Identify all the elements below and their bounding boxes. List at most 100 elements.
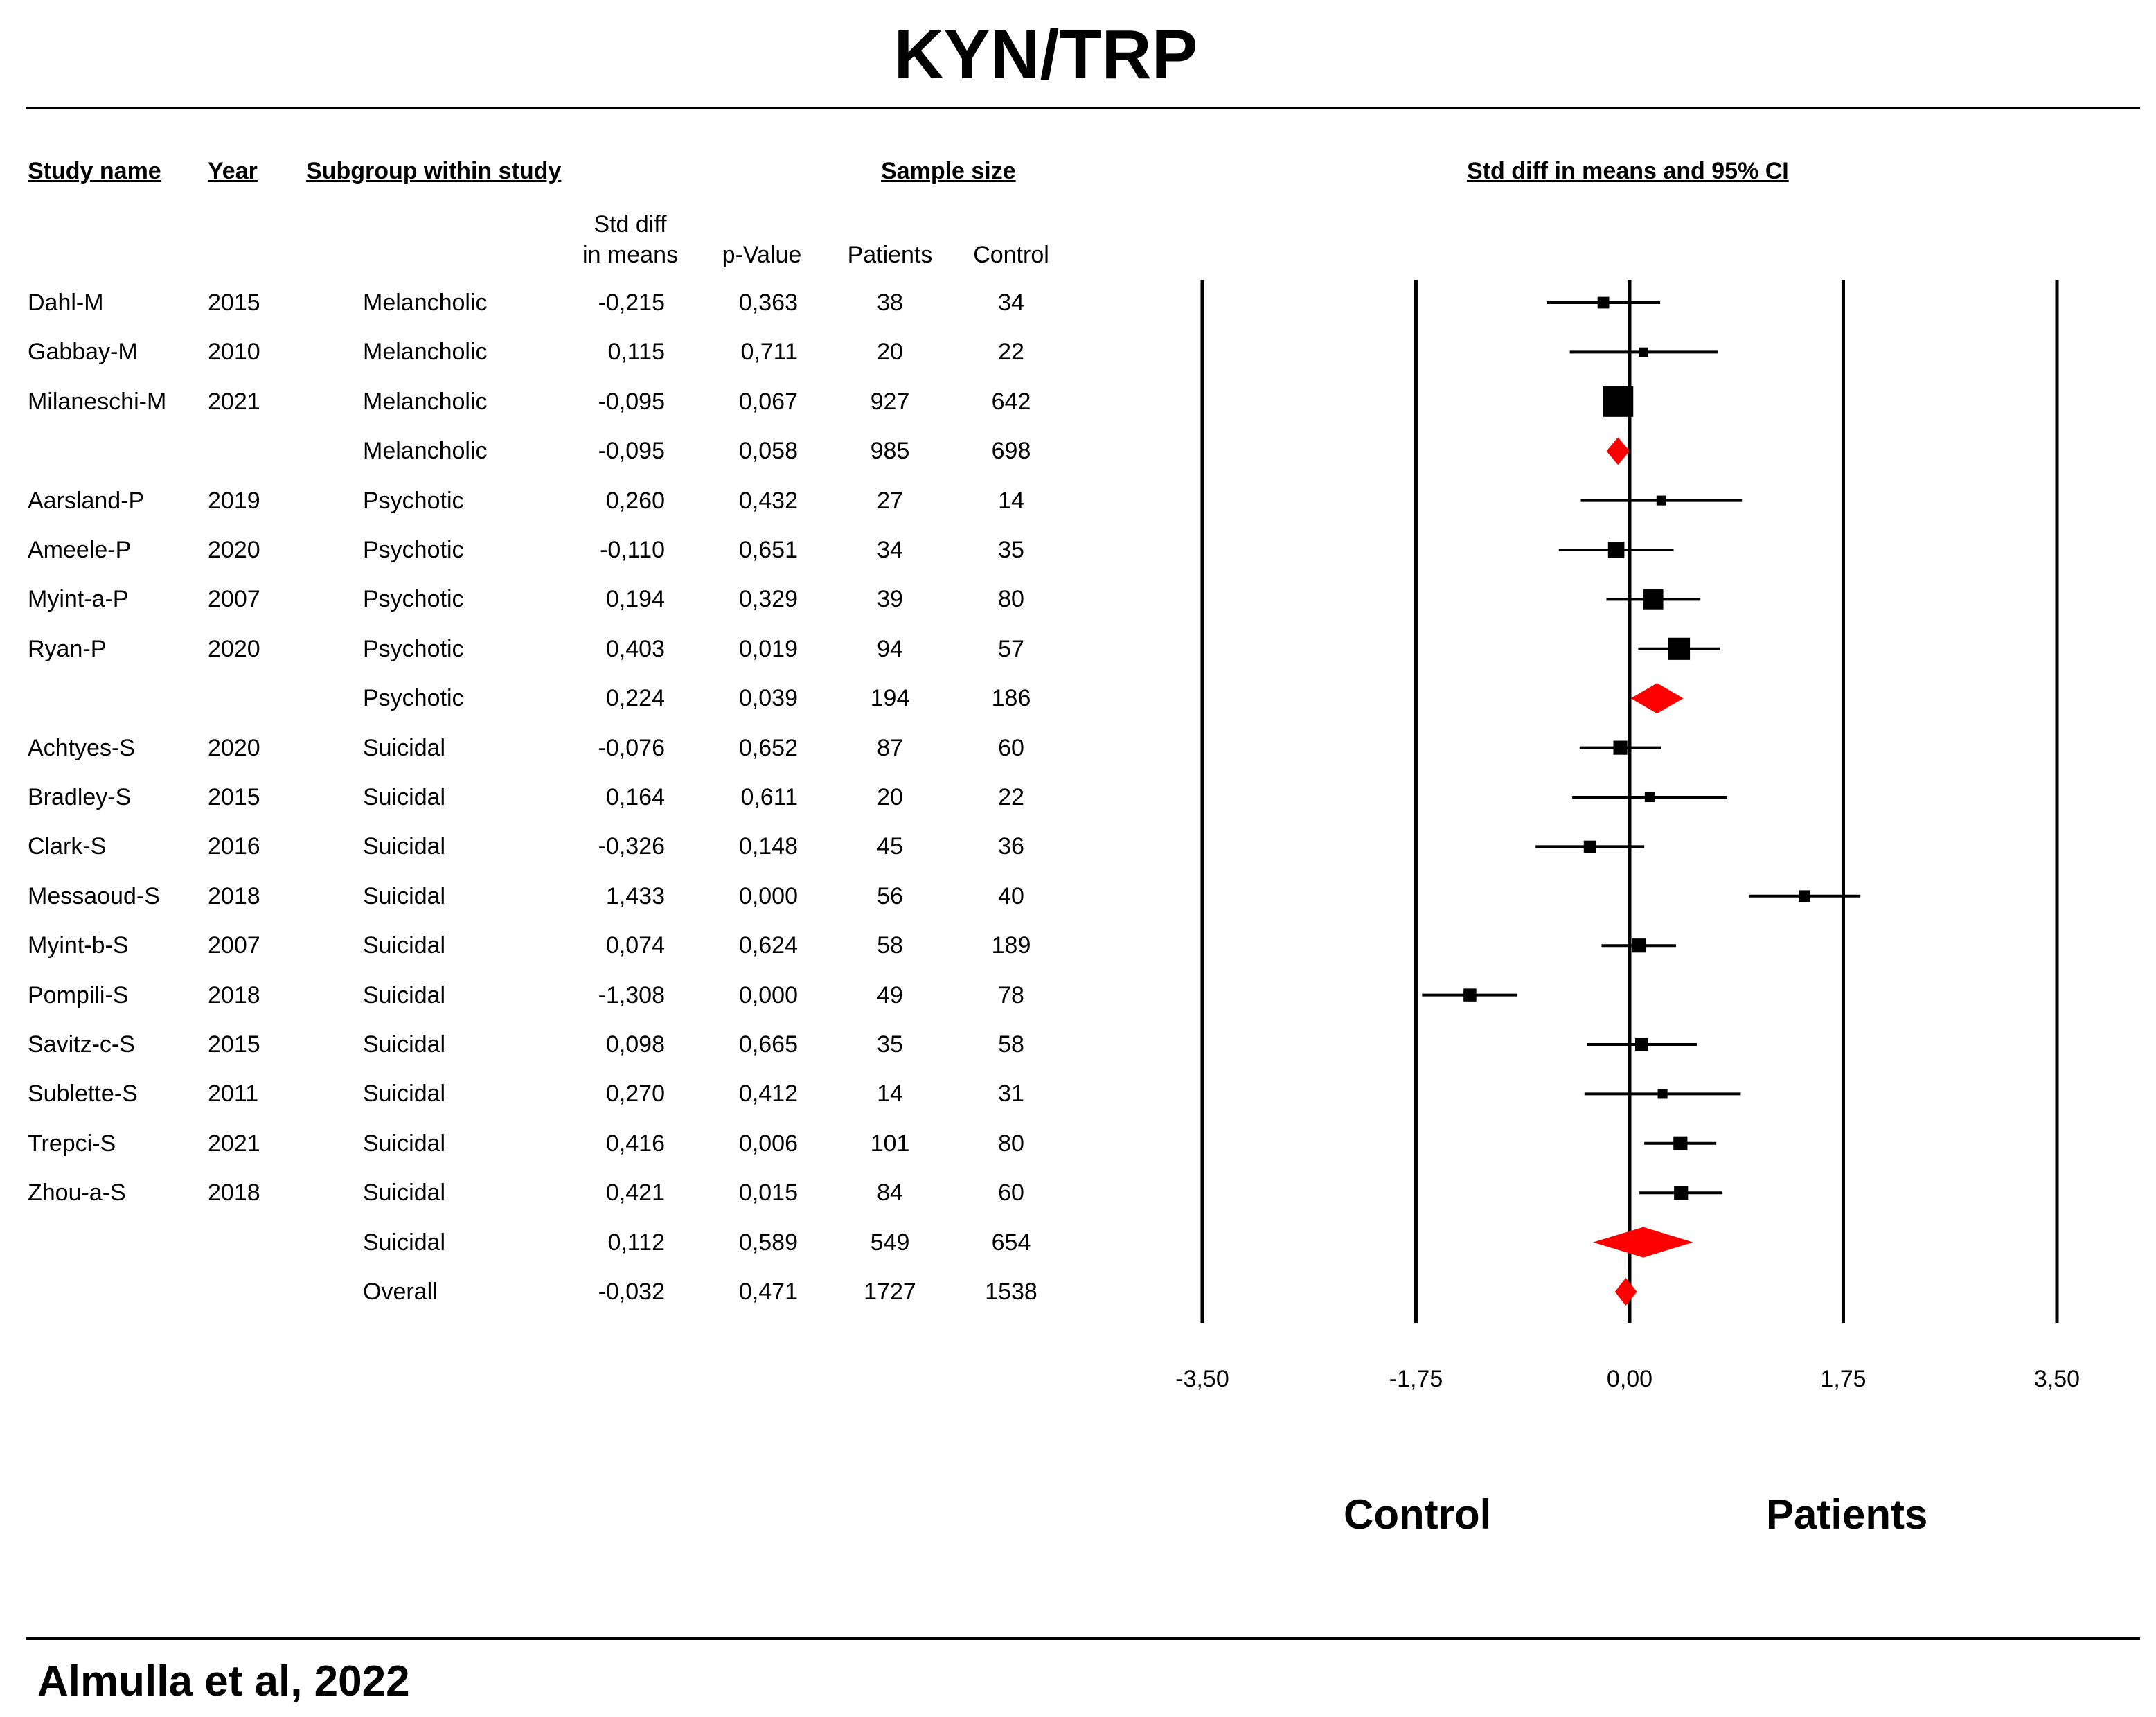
cell-control: 57 <box>998 635 1024 662</box>
cell-control: 22 <box>998 784 1024 810</box>
cell-p-value: 0,711 <box>740 339 798 366</box>
cell-year: 2010 <box>208 339 260 366</box>
cell-std-diff: -0,326 <box>598 833 665 860</box>
cell-std-diff: -0,076 <box>598 734 665 761</box>
cell-year: 2021 <box>208 388 260 415</box>
cell-p-value: 0,624 <box>738 932 798 959</box>
cell-study: Myint-b-S <box>28 932 129 959</box>
x-tick-label: -1,75 <box>1389 1366 1443 1392</box>
cell-subgroup: Psychotic <box>363 685 464 712</box>
cell-subgroup: Psychotic <box>363 537 464 563</box>
effect-marker <box>1657 1089 1668 1099</box>
cell-year: 2015 <box>208 1031 260 1058</box>
cell-p-value: 0,432 <box>738 487 798 514</box>
cell-control: 80 <box>998 1130 1024 1157</box>
citation: Almulla et al, 2022 <box>37 1657 410 1705</box>
cell-std-diff: -0,110 <box>600 537 665 563</box>
cell-year: 2007 <box>208 932 260 959</box>
cell-study: Clark-S <box>28 833 107 860</box>
cell-study: Ameele-P <box>28 537 132 563</box>
cell-patients: 20 <box>877 784 903 810</box>
cell-study: Aarsland-P <box>28 487 145 514</box>
cell-control: 80 <box>998 586 1024 613</box>
cell-patients: 27 <box>877 487 903 514</box>
cell-patients: 58 <box>877 932 903 959</box>
cell-study: Myint-a-P <box>28 586 129 613</box>
effect-marker <box>1607 542 1625 558</box>
cell-std-diff: -1,308 <box>598 981 665 1008</box>
cell-patients: 49 <box>877 981 903 1008</box>
effect-marker <box>1583 840 1596 853</box>
cell-study: Gabbay-M <box>28 339 138 366</box>
direction-label-control: Control <box>1344 1491 1492 1538</box>
effect-marker <box>1673 1136 1688 1150</box>
cell-subgroup: Suicidal <box>363 932 446 959</box>
cell-patients: 94 <box>877 635 903 662</box>
effect-marker <box>1644 792 1655 803</box>
cell-std-diff: 0,270 <box>605 1080 665 1107</box>
cell-subgroup: Melancholic <box>363 290 488 316</box>
cell-std-diff: 0,115 <box>607 339 665 366</box>
cell-study: Milaneschi-M <box>28 388 167 415</box>
summary-diamond <box>1614 1278 1637 1306</box>
cell-control: 35 <box>998 537 1024 563</box>
cell-control: 22 <box>998 339 1024 366</box>
cell-year: 2021 <box>208 1130 260 1157</box>
summary-diamond <box>1593 1227 1693 1258</box>
cell-year: 2007 <box>208 586 260 613</box>
cell-patients: 39 <box>877 586 903 613</box>
effect-marker <box>1597 296 1610 309</box>
cell-std-diff: -0,032 <box>598 1279 665 1305</box>
cell-p-value: 0,015 <box>738 1180 798 1207</box>
cell-study: Sublette-S <box>28 1080 138 1107</box>
cell-study: Ryan-P <box>28 635 107 662</box>
cell-subgroup: Suicidal <box>363 734 446 761</box>
cell-p-value: 0,412 <box>738 1080 798 1107</box>
cell-std-diff: 0,112 <box>607 1229 665 1256</box>
cell-subgroup: Melancholic <box>363 388 488 415</box>
cell-subgroup: Suicidal <box>363 882 446 909</box>
cell-year: 2018 <box>208 981 260 1008</box>
cell-std-diff: 1,433 <box>605 882 665 909</box>
cell-p-value: 0,006 <box>738 1130 798 1157</box>
cell-control: 60 <box>998 734 1024 761</box>
cell-study: Zhou-a-S <box>28 1180 126 1207</box>
cell-control: 58 <box>998 1031 1024 1058</box>
cell-p-value: 0,000 <box>738 882 798 909</box>
header-plot-title: Std diff in means and 95% CI <box>1467 158 1789 184</box>
subheader-patients: Patients <box>847 242 933 268</box>
effect-marker <box>1674 1186 1689 1200</box>
cell-year: 2018 <box>208 882 260 909</box>
cell-std-diff: 0,260 <box>605 487 665 514</box>
cell-control: 189 <box>991 932 1031 959</box>
cell-control: 14 <box>998 487 1024 514</box>
cell-study: Bradley-S <box>28 784 132 810</box>
cell-control: 698 <box>991 438 1031 465</box>
cell-p-value: 0,329 <box>738 586 798 613</box>
header-year: Year <box>208 158 258 184</box>
cell-year: 2020 <box>208 734 260 761</box>
effect-marker <box>1643 589 1664 610</box>
cell-std-diff: -0,095 <box>598 438 665 465</box>
cell-year: 2019 <box>208 487 260 514</box>
cell-subgroup: Suicidal <box>363 1031 446 1058</box>
summary-diamond <box>1606 437 1630 465</box>
cell-patients: 1727 <box>864 1279 916 1305</box>
cell-patients: 34 <box>877 537 903 563</box>
cell-patients: 194 <box>870 685 910 712</box>
cell-p-value: 0,651 <box>738 537 798 563</box>
cell-p-value: 0,665 <box>738 1031 798 1058</box>
cell-year: 2020 <box>208 635 260 662</box>
effect-marker <box>1639 347 1648 357</box>
cell-p-value: 0,019 <box>738 635 798 662</box>
effect-marker <box>1463 988 1477 1002</box>
cell-control: 654 <box>991 1229 1031 1256</box>
cell-patients: 20 <box>877 339 903 366</box>
header-subgroup: Subgroup within study <box>306 158 562 184</box>
cell-control: 40 <box>998 882 1024 909</box>
cell-study: Achtyes-S <box>28 734 135 761</box>
cell-control: 60 <box>998 1180 1024 1207</box>
cell-subgroup: Suicidal <box>363 1180 446 1207</box>
cell-patients: 35 <box>877 1031 903 1058</box>
